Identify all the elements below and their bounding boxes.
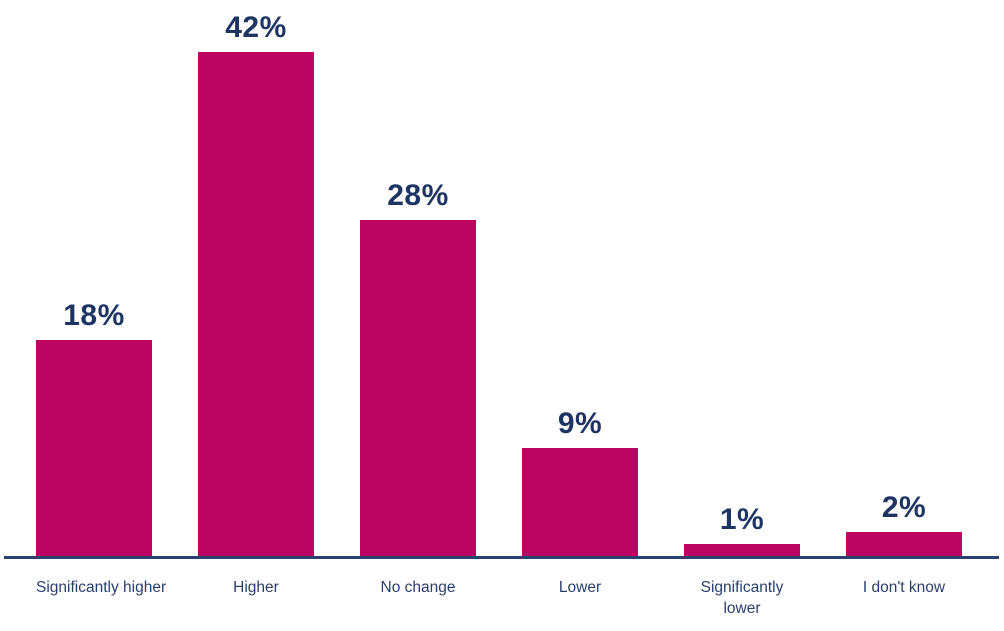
x-axis-label: Higher [233,579,279,596]
plot-area: 18% 42% 28% 9% 1% 2% [36,11,962,556]
bar-value-label: 2% [881,491,927,524]
bar-value-label: 28% [387,179,449,212]
bar-column: 42% [198,11,314,556]
bar [684,544,800,556]
bar-value-label: 9% [557,407,603,440]
bar-column: 1% [684,503,800,556]
bar-column: 9% [522,407,638,556]
x-axis-label: I don't know [862,579,946,596]
x-axis-line [4,556,999,559]
bar-value-label: 18% [63,299,125,332]
bar [846,532,962,556]
x-axis-label: Significantly lower [700,579,784,617]
bar [522,448,638,556]
x-axis-label: Lower [558,579,602,596]
x-axis-label: No change [380,579,456,596]
x-axis-labels: Significantly higher Higher No change Lower… [0,559,1004,619]
bar [198,52,314,556]
bar-column: 18% [36,299,152,556]
bar [360,220,476,556]
x-axis-label: Significantly higher [36,579,167,596]
bar-value-label: 42% [225,11,287,44]
bar-value-label: 1% [719,503,765,536]
bar-column: 28% [360,179,476,556]
bar [36,340,152,556]
bar-column: 2% [846,491,962,556]
